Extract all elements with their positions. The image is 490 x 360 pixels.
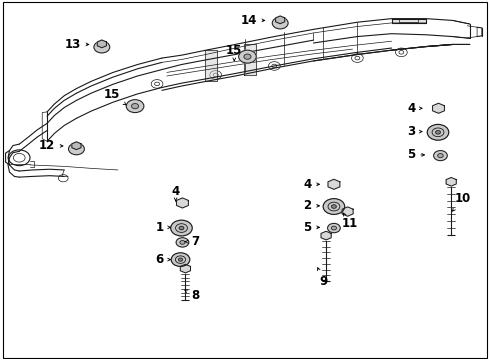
Circle shape (94, 41, 110, 53)
Circle shape (244, 54, 251, 59)
Polygon shape (342, 207, 353, 216)
Text: 15: 15 (226, 44, 243, 61)
Text: 11: 11 (342, 213, 358, 230)
Circle shape (436, 131, 441, 134)
Polygon shape (446, 177, 456, 186)
Text: 5: 5 (407, 148, 424, 161)
Text: 15: 15 (104, 88, 126, 105)
Circle shape (438, 154, 443, 158)
Polygon shape (321, 231, 331, 240)
Circle shape (239, 50, 256, 63)
Text: 5: 5 (303, 221, 319, 234)
Circle shape (179, 226, 184, 230)
Polygon shape (176, 198, 188, 208)
Circle shape (69, 143, 84, 155)
Text: 2: 2 (303, 199, 319, 212)
Polygon shape (72, 142, 81, 150)
Circle shape (131, 104, 139, 109)
Text: 12: 12 (39, 139, 63, 152)
Circle shape (427, 125, 449, 140)
Text: 7: 7 (185, 235, 199, 248)
Polygon shape (205, 50, 217, 81)
Text: 9: 9 (318, 267, 327, 288)
Circle shape (331, 226, 337, 230)
Polygon shape (180, 264, 191, 273)
Circle shape (323, 199, 344, 215)
Polygon shape (275, 16, 285, 24)
Text: 13: 13 (65, 38, 89, 51)
Circle shape (176, 238, 189, 247)
Text: 8: 8 (185, 289, 199, 302)
Polygon shape (328, 179, 340, 189)
Circle shape (332, 205, 336, 208)
Circle shape (171, 253, 190, 266)
Text: 3: 3 (407, 125, 422, 138)
Text: 10: 10 (453, 192, 470, 211)
Polygon shape (392, 19, 426, 23)
Circle shape (171, 220, 192, 236)
Circle shape (126, 100, 144, 113)
Text: 1: 1 (155, 221, 171, 234)
Polygon shape (98, 40, 106, 48)
Text: 6: 6 (155, 253, 171, 266)
Text: 4: 4 (172, 185, 180, 201)
Polygon shape (244, 44, 256, 75)
Circle shape (180, 240, 185, 244)
Circle shape (178, 258, 183, 261)
Text: 14: 14 (241, 14, 265, 27)
Circle shape (434, 150, 447, 161)
Circle shape (272, 17, 288, 29)
Text: 4: 4 (303, 178, 319, 191)
Circle shape (328, 224, 340, 233)
Text: 4: 4 (407, 102, 422, 115)
Polygon shape (433, 103, 444, 113)
